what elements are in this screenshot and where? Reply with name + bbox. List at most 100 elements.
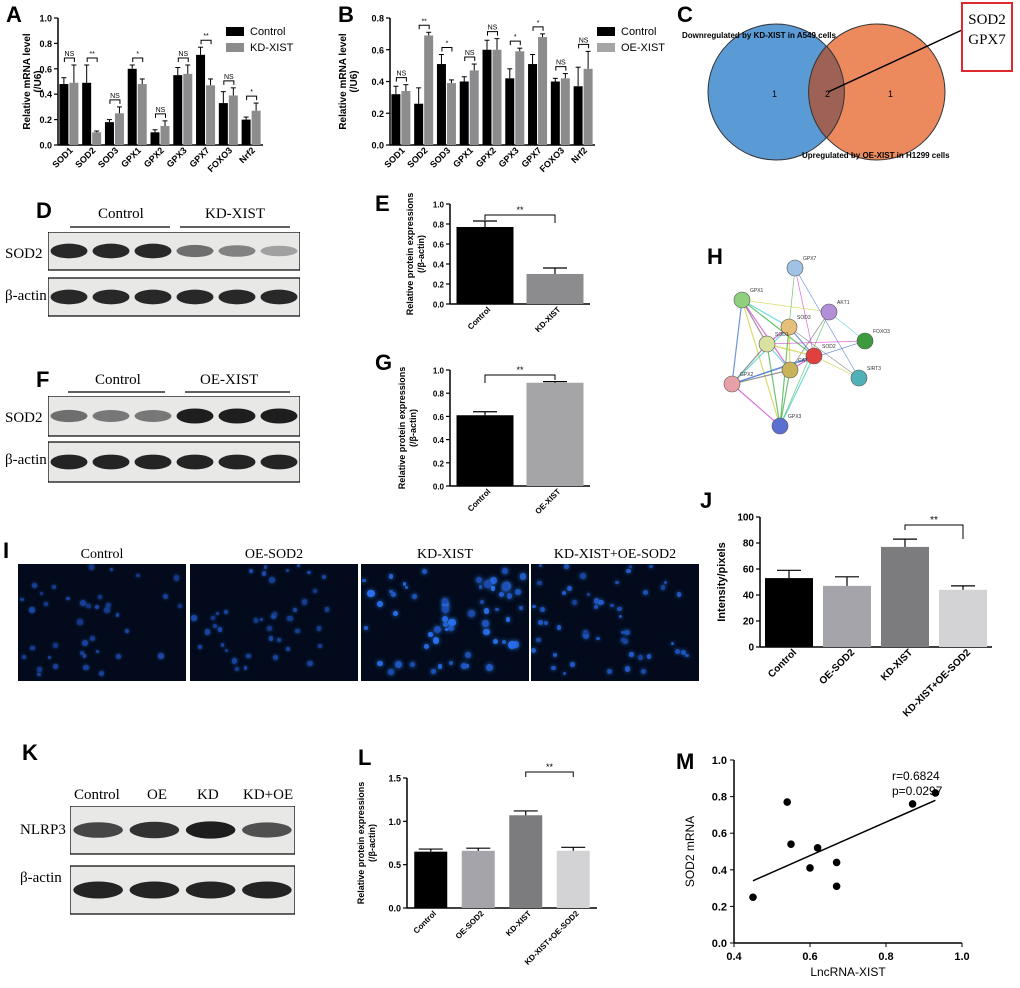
- bar: [509, 815, 543, 908]
- nucleus: [438, 664, 443, 669]
- y-tick-label: 100: [737, 513, 754, 524]
- bar: [173, 75, 183, 145]
- network-node-label: GPX7: [803, 256, 817, 262]
- significance-bracket: [484, 214, 556, 223]
- blot-membrane: [48, 232, 300, 271]
- nucleus: [191, 615, 197, 621]
- blot-membrane: [48, 441, 300, 483]
- category-label: Control: [766, 647, 799, 680]
- nucleus: [564, 564, 569, 569]
- nucleus: [83, 654, 87, 658]
- y-axis-label: Intensity/pixels: [716, 542, 728, 621]
- nucleus: [642, 589, 649, 596]
- nucleus: [680, 649, 687, 656]
- blot-d-group-control: Control: [98, 206, 144, 222]
- nucleus: [649, 564, 653, 568]
- nucleus: [620, 637, 625, 642]
- y-tick-label: 0.8: [39, 39, 52, 49]
- bar: [459, 81, 469, 145]
- bar: [137, 84, 147, 145]
- category-label: FOXO3: [538, 145, 567, 174]
- nucleus: [404, 585, 408, 590]
- nucleus: [80, 650, 85, 655]
- blot-f-group-control: Control: [95, 372, 141, 388]
- y-axis-label: (/β-actin): [367, 824, 377, 862]
- category-label: KD-XIST: [504, 909, 533, 938]
- y-tick-label: 0.0: [388, 904, 401, 914]
- nucleus: [676, 592, 681, 597]
- y-axis-label: Relative mRNA level: [22, 33, 33, 130]
- scatter-point: [908, 800, 917, 808]
- venn-right-label: Upregulated by OE-XIST in H1299 cells: [802, 151, 950, 160]
- category-label: FOXO3: [206, 145, 235, 174]
- blot-f-membranes: [48, 396, 300, 483]
- network-node-label: SOD3: [797, 315, 811, 321]
- panel-label-d: D: [36, 198, 52, 223]
- bar: [228, 95, 238, 145]
- nucleus: [261, 570, 267, 576]
- y-axis-label: (/U6): [33, 70, 44, 92]
- nucleus: [48, 655, 52, 659]
- nucleus: [629, 652, 634, 657]
- network-edge: [731, 343, 768, 385]
- nucleus: [82, 639, 89, 646]
- significance-bracket: [484, 374, 556, 383]
- nucleus: [531, 648, 537, 654]
- nucleus: [483, 580, 492, 589]
- nucleus: [272, 611, 278, 616]
- nucleus: [53, 642, 59, 648]
- nucleus: [44, 601, 49, 606]
- gene-sod2: SOD2: [968, 12, 1006, 28]
- nucleus: [253, 617, 259, 623]
- nucleus: [551, 666, 556, 671]
- y-tick-label: 40: [743, 591, 755, 602]
- category-label: GPX1: [451, 145, 475, 169]
- significance-bracket: [223, 80, 235, 85]
- nucleus: [273, 655, 278, 661]
- significance-label: *: [514, 34, 517, 41]
- category-label: SOD3: [96, 145, 120, 169]
- nucleus: [322, 574, 327, 579]
- blot-k-row-actin: β-actin: [20, 870, 62, 886]
- bar: [881, 546, 929, 647]
- panel-label-j: J: [700, 488, 713, 513]
- bar: [196, 54, 206, 145]
- y-axis-label: (/β-actin): [408, 409, 418, 447]
- y-tick-label: 1.0: [39, 14, 52, 24]
- x-tick-label: 0.4: [726, 951, 742, 963]
- network-edge: [741, 299, 830, 313]
- nucleus: [388, 668, 395, 675]
- nucleus: [97, 594, 102, 599]
- significance-bracket: [63, 57, 75, 62]
- panel-label-h: H: [707, 244, 723, 269]
- bar: [436, 64, 446, 145]
- bar: [82, 82, 92, 145]
- nucleus: [447, 618, 456, 627]
- significance-label: NS: [579, 37, 589, 44]
- significance-bracket: [155, 113, 166, 118]
- nucleus: [670, 641, 675, 646]
- bar: [939, 589, 987, 647]
- nucleus: [20, 597, 24, 602]
- network-node-label: GPX2: [740, 372, 754, 378]
- significance-bracket: [418, 24, 430, 30]
- nucleus: [624, 630, 630, 636]
- panel-label-f: F: [36, 367, 50, 392]
- nucleus: [483, 608, 489, 614]
- blot-band: [260, 289, 298, 305]
- blot-d-group-kd: KD-XIST: [205, 206, 265, 222]
- nucleus: [423, 643, 429, 649]
- category-label: Control: [466, 487, 492, 513]
- nucleus: [566, 586, 573, 592]
- panel-label-m: M: [676, 749, 695, 774]
- nucleus: [492, 638, 498, 644]
- blot-d: Control KD-XIST SOD2 β-actin: [0, 200, 320, 325]
- nucleus: [390, 591, 396, 597]
- legend-swatch-oe: [597, 43, 615, 52]
- scatter-point: [832, 858, 841, 867]
- significance-bracket: [578, 43, 590, 49]
- x-tick-label: 1.0: [954, 951, 969, 963]
- legend-swatch-control: [597, 27, 615, 36]
- nucleus: [685, 653, 689, 658]
- network-node: [733, 291, 751, 309]
